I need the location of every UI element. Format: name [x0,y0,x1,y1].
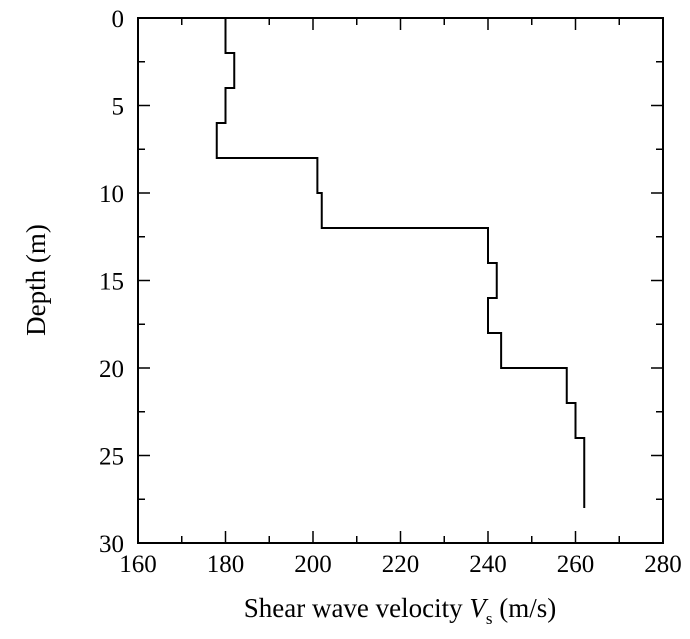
y-tick-label: 20 [99,356,124,383]
y-tick-label: 10 [99,181,124,208]
y-tick-label: 30 [99,531,124,558]
x-tick-label: 180 [207,551,245,578]
y-axis-title: Depth (m) [21,224,51,336]
velocity-profile-line [215,18,586,508]
y-tick-label: 15 [99,269,124,296]
x-tick-label: 200 [294,551,332,578]
x-tick-labels: 160 180 200 220 240 260 280 [119,551,682,578]
x-axis-title: Shear wave velocity Vs (m/s) [244,593,557,628]
y-tick-label: 5 [112,94,125,121]
x-tick-label: 160 [119,551,157,578]
tick-marks [137,17,664,544]
y-tick-label: 0 [112,6,125,33]
x-tick-label: 220 [382,551,420,578]
y-tick-labels: 0 5 10 15 20 25 30 [99,6,124,558]
x-tick-label: 240 [469,551,507,578]
x-tick-label: 280 [644,551,682,578]
x-tick-label: 260 [557,551,595,578]
y-tick-label: 25 [99,444,124,471]
